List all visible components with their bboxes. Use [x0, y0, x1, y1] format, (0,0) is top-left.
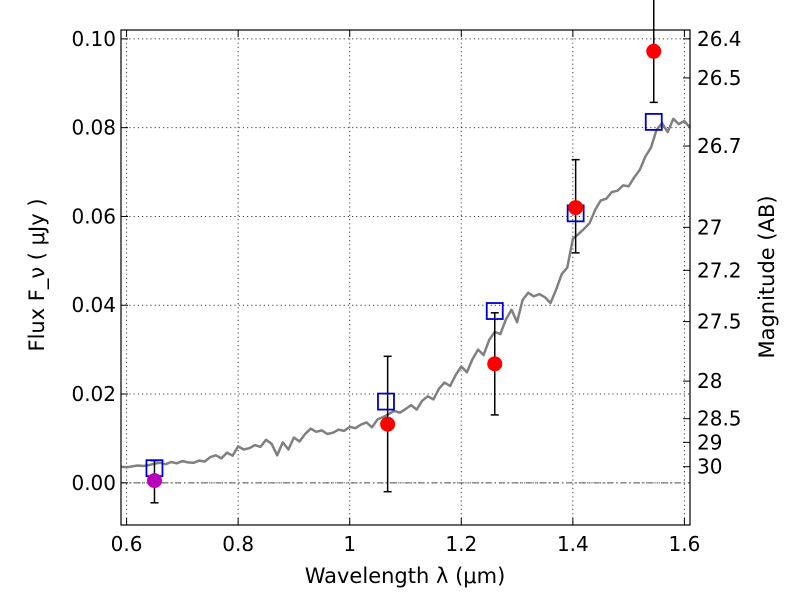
observed-data-point — [380, 416, 396, 432]
y-tick-label: 0.06 — [71, 204, 116, 228]
x-tick-label: 1 — [343, 532, 356, 556]
magnitude-tick-label: 27 — [697, 215, 722, 239]
magnitude-tick-label: 29 — [697, 430, 722, 454]
magnitude-tick-label: 26.4 — [697, 27, 742, 51]
x-tick-label: 0.8 — [222, 532, 254, 556]
right-axis-label: Magnitude (AB) — [755, 195, 779, 358]
x-axis-label: Wavelength λ (μm) — [305, 564, 506, 588]
model-spectrum-line — [120, 117, 691, 469]
magnitude-tick-label: 28.5 — [697, 407, 742, 431]
y-tick-label: 0.04 — [71, 293, 116, 317]
model-photometry-square — [644, 112, 663, 131]
magnitude-tick-label: 27.5 — [697, 310, 742, 334]
magnitude-tick-label: 30 — [697, 455, 722, 479]
y-tick-label: 0.00 — [71, 471, 116, 495]
axis-ticks: 0.6 0.8 1 1.2 1.4 1.6 0.00 0.02 0.04 0.06 0.08 0.10… — [71, 27, 741, 556]
magnitude-tick-label: 27.2 — [697, 258, 742, 282]
grid-lines — [121, 30, 690, 525]
y-tick-label: 0.02 — [71, 382, 116, 406]
optical-data-point — [146, 473, 162, 489]
magnitude-tick-label: 26.5 — [697, 66, 742, 90]
x-tick-label: 1.2 — [445, 532, 477, 556]
observed-data-point — [568, 200, 584, 216]
magnitude-tick-label: 28 — [697, 369, 722, 393]
magnitude-tick-label: 26.7 — [697, 134, 742, 158]
plot-frame — [120, 29, 691, 526]
x-tick-label: 1.6 — [669, 532, 701, 556]
plot-series — [120, 0, 691, 504]
y-tick-label: 0.08 — [71, 116, 116, 140]
observed-data-point — [487, 356, 503, 372]
y-axis-label: Flux F_ν ( μJy ) — [25, 198, 50, 351]
x-tick-label: 1.4 — [557, 532, 589, 556]
model-photometry-square — [485, 302, 504, 320]
y-tick-label: 0.10 — [71, 27, 116, 51]
x-tick-label: 0.6 — [111, 532, 143, 556]
observed-data-point — [646, 43, 662, 59]
model-photometry-square — [377, 392, 395, 411]
